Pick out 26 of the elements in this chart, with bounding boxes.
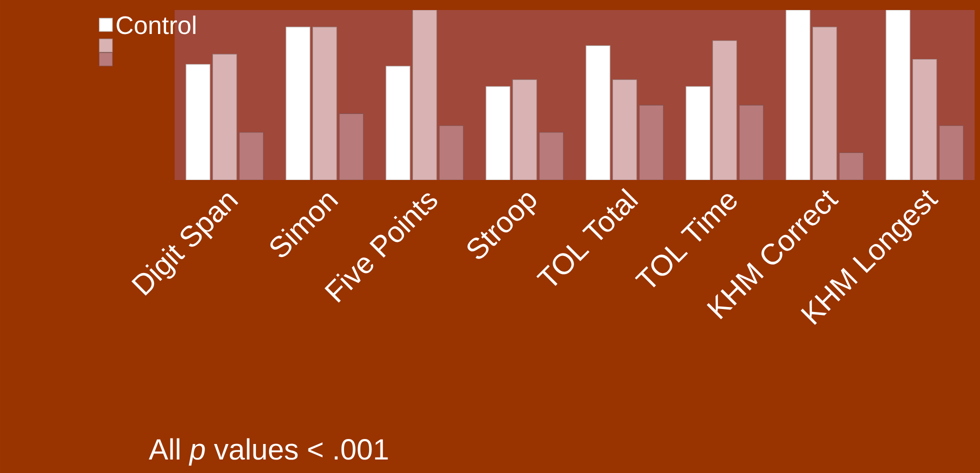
bar <box>686 86 710 180</box>
bar <box>412 10 437 180</box>
bar <box>539 132 564 180</box>
bar <box>612 79 637 180</box>
bar <box>512 79 537 180</box>
bar <box>712 40 737 180</box>
bar <box>339 113 364 180</box>
bar <box>486 86 510 180</box>
bar <box>912 59 937 180</box>
legend-label: Control <box>116 16 196 34</box>
bar <box>286 26 310 180</box>
bar <box>786 10 810 180</box>
bar <box>586 45 610 180</box>
bar <box>239 132 264 180</box>
bar <box>639 104 664 180</box>
bar <box>739 104 764 180</box>
bar <box>886 10 910 180</box>
bar <box>212 54 237 180</box>
bar <box>939 125 964 180</box>
text: All p values < .001 <box>148 438 388 466</box>
bar <box>812 26 837 180</box>
bar <box>312 26 337 180</box>
bar <box>439 125 464 180</box>
bar <box>186 64 210 180</box>
bar <box>386 66 410 180</box>
bar <box>839 152 864 180</box>
